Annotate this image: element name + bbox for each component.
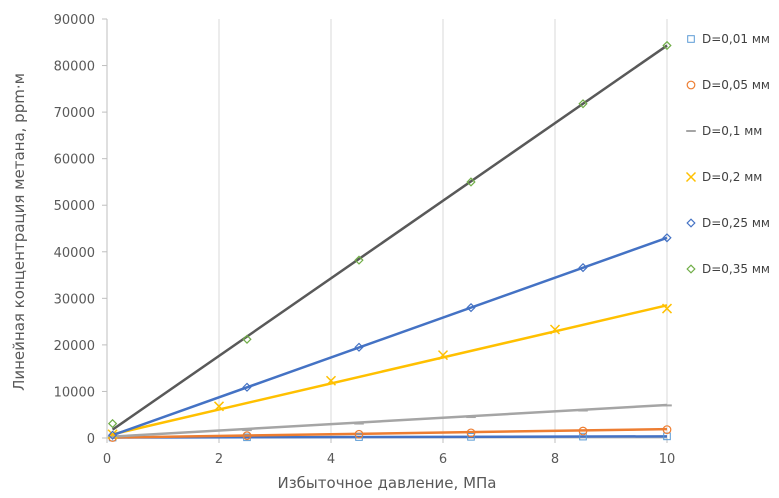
data-point <box>466 177 476 187</box>
data-point <box>354 342 364 352</box>
y-tick-label: 0 <box>87 432 95 447</box>
gridlines <box>218 19 668 438</box>
data-point <box>437 350 449 361</box>
x-tick-label: 2 <box>215 452 223 467</box>
data-point <box>325 375 337 386</box>
series-6 <box>107 40 672 429</box>
data-point <box>578 262 588 273</box>
legend-item-5: D=0,25 мм <box>686 216 770 230</box>
y-tick-label: 90000 <box>54 13 95 28</box>
legend-marker <box>686 264 696 274</box>
data-point <box>549 324 561 335</box>
trendline-series-6 <box>111 44 668 431</box>
data-point <box>466 428 476 438</box>
legend-item-3: D=0,1 мм <box>686 124 762 138</box>
x-tick-label: 4 <box>327 452 335 467</box>
data-point <box>242 382 252 392</box>
data-point <box>466 302 476 313</box>
trendline-series-4 <box>112 304 668 436</box>
x-tick-label: 8 <box>551 452 559 467</box>
legend-marker <box>687 35 695 43</box>
legend-marker <box>686 218 696 228</box>
data-point <box>578 99 588 109</box>
data-point <box>467 433 475 441</box>
y-tick-label: 30000 <box>54 292 95 307</box>
data-point <box>662 40 672 51</box>
data-point <box>579 432 587 441</box>
data-point <box>242 431 252 441</box>
data-points <box>107 40 673 442</box>
series-4 <box>107 303 673 440</box>
legend-label: D=0,2 мм <box>702 170 762 184</box>
y-tick-label: 80000 <box>54 60 95 75</box>
data-point <box>662 425 672 435</box>
trendline-series-3 <box>112 403 668 438</box>
y-axis-title: Линейная концентрация метана, ppm·м <box>10 73 28 391</box>
legend-label: D=0,05 мм <box>702 78 770 92</box>
legend: D=0,01 мм D=0,05 мм D=0,1 мм D=0,2 мм D=0,25… <box>685 32 770 276</box>
x-tick-label: 0 <box>103 452 111 467</box>
data-point <box>242 334 252 344</box>
data-point <box>354 255 364 265</box>
legend-label: D=0,1 мм <box>702 124 762 138</box>
tick-labels: 0 2 4 6 8 10 0 10000 20000 30000 40000 50000 60000 70… <box>54 13 676 467</box>
legend-label: D=0,25 мм <box>702 216 770 230</box>
legend-label: D=0,35 мм <box>702 262 770 276</box>
y-tick-label: 20000 <box>54 339 95 354</box>
y-tick-label: 10000 <box>54 385 95 400</box>
legend-marker <box>685 171 697 183</box>
data-point <box>661 303 673 314</box>
legend-item-1: D=0,01 мм <box>687 32 770 46</box>
legend-item-2: D=0,05 мм <box>686 78 770 92</box>
trendlines <box>111 44 668 439</box>
legend-item-6: D=0,35 мм <box>686 262 770 276</box>
x-tick-label: 10 <box>659 452 676 467</box>
data-point <box>662 233 672 243</box>
y-tick-label: 40000 <box>54 246 95 261</box>
data-point <box>354 429 364 439</box>
x-axis-title: Избыточное давление, МПа <box>277 474 496 492</box>
y-tick-label: 70000 <box>54 106 95 121</box>
legend-label: D=0,01 мм <box>702 32 770 46</box>
data-point <box>213 401 225 412</box>
y-tick-label: 50000 <box>54 199 95 214</box>
data-point <box>107 418 118 429</box>
x-tick-label: 6 <box>439 452 447 467</box>
data-point <box>578 426 588 436</box>
trendline-series-2 <box>112 427 668 439</box>
data-point <box>107 429 118 440</box>
series-5 <box>107 233 672 440</box>
legend-marker <box>686 80 696 90</box>
data-point <box>107 430 118 440</box>
legend-item-4: D=0,2 мм <box>685 170 762 184</box>
y-tick-label: 60000 <box>54 153 95 168</box>
trendline-series-5 <box>112 236 668 437</box>
